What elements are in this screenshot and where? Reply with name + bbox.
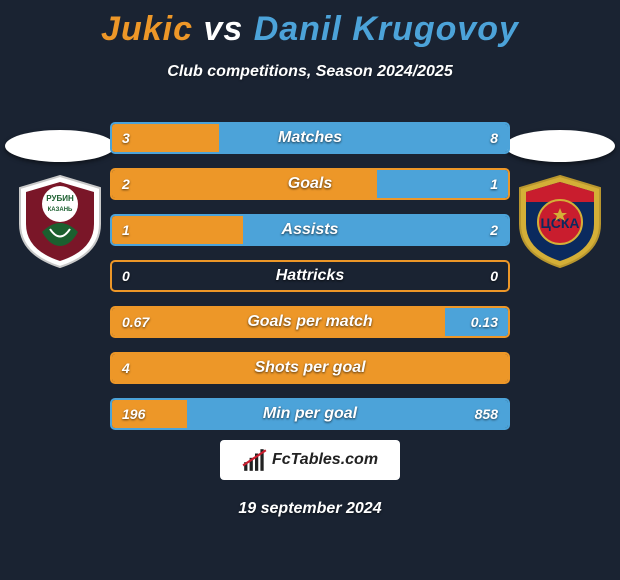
stat-row: 196858Min per goal — [110, 398, 510, 430]
player2-club-badge: ЦСКА — [510, 174, 610, 269]
right-player-column: ЦСКА — [500, 130, 620, 269]
comparison-title: Jukic vs Danil Krugovoy — [0, 0, 620, 49]
left-player-column: РУБИН КАЗАНЬ — [0, 130, 120, 269]
stat-metric-label: Hattricks — [112, 267, 508, 285]
stat-metric-label: Shots per goal — [112, 359, 508, 377]
stat-metric-label: Matches — [112, 129, 508, 147]
player1-silhouette — [5, 130, 115, 162]
stats-rows: 38Matches 21Goals 12Assists 00Hattricks 0.67… — [110, 122, 510, 430]
stat-metric-label: Assists — [112, 221, 508, 239]
vs-text: vs — [203, 10, 243, 48]
stat-row: 0.670.13Goals per match — [110, 306, 510, 338]
bar-chart-icon — [242, 447, 268, 473]
stat-row: 00Hattricks — [110, 260, 510, 292]
stat-row: 38Matches — [110, 122, 510, 154]
player1-club-badge: РУБИН КАЗАНЬ — [10, 174, 110, 269]
branding-badge: FcTables.com — [220, 440, 400, 480]
subtitle: Club competitions, Season 2024/2025 — [0, 63, 620, 81]
stat-metric-label: Goals per match — [112, 313, 508, 331]
svg-text:РУБИН: РУБИН — [46, 194, 74, 203]
branding-text: FcTables.com — [272, 451, 378, 469]
player2-silhouette — [505, 130, 615, 162]
stat-metric-label: Min per goal — [112, 405, 508, 423]
stat-row: 12Assists — [110, 214, 510, 246]
player2-name: Danil Krugovoy — [254, 10, 519, 48]
player1-name: Jukic — [101, 10, 193, 48]
stat-row: 21Goals — [110, 168, 510, 200]
snapshot-date: 19 september 2024 — [0, 500, 620, 518]
stat-row: 4Shots per goal — [110, 352, 510, 384]
stat-metric-label: Goals — [112, 175, 508, 193]
svg-text:КАЗАНЬ: КАЗАНЬ — [48, 207, 73, 213]
